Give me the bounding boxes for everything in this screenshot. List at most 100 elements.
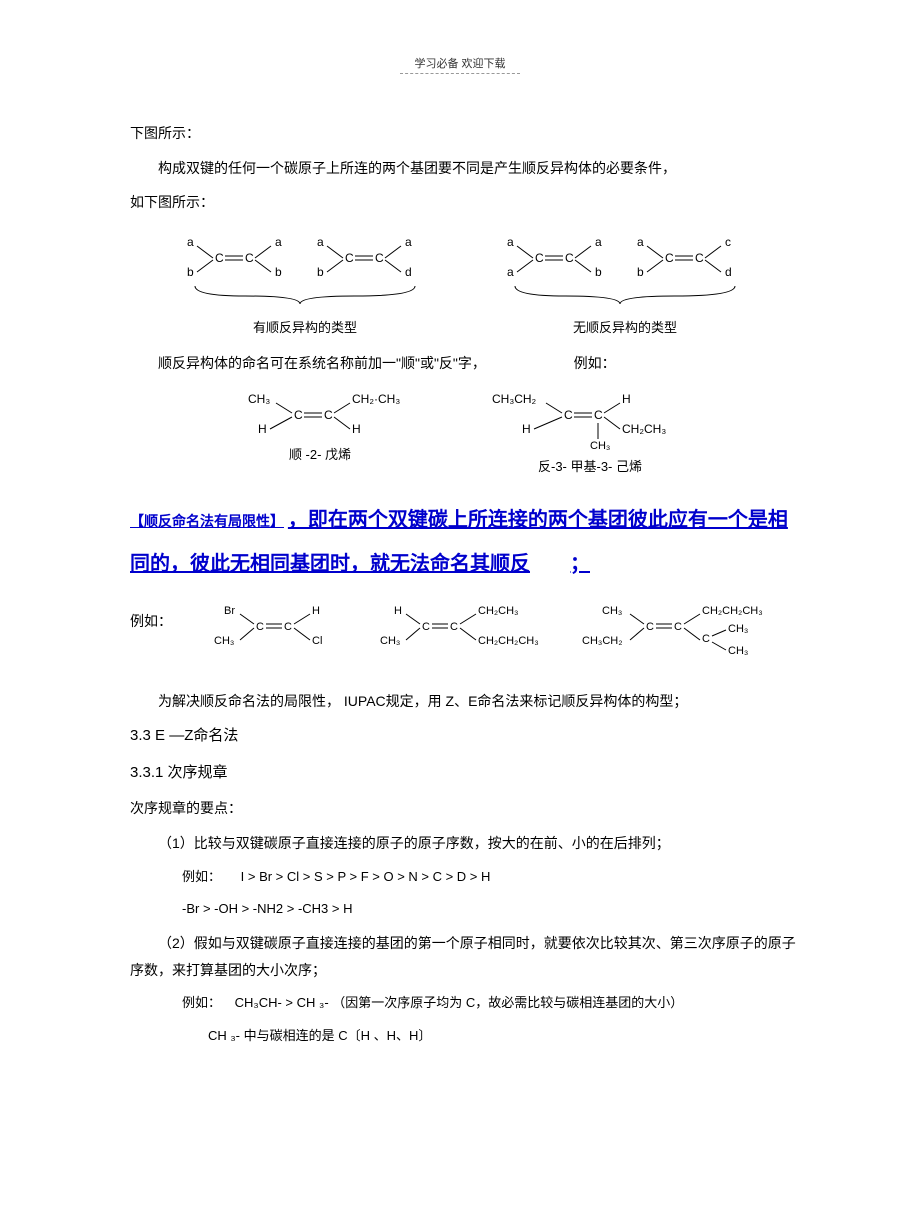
svg-text:b: b xyxy=(595,265,602,279)
intro-line2: 如下图所示： xyxy=(130,189,800,216)
header-dash xyxy=(400,73,520,74)
svg-text:C: C xyxy=(565,251,574,265)
triple-molecules: BrCH₃ C C HCl HCH₃ C C CH₂CH₃CH₂ xyxy=(192,602,800,658)
document-content: 下图所示： 构成双键的任何一个碳原子上所连的两个基团要不同是产生顺反异构体的必要… xyxy=(130,120,800,1056)
no-isomer-pair: a a C C a b a b C C c d xyxy=(495,234,755,341)
limit-mol-3: CH₃ CH₃CH₂ C C CH₂CH₂CH₃ C CH₃ CH₃ xyxy=(582,602,782,658)
rule-1: （1）比较与双键碳原子直接连接的原子的原子序数，按大的在前、小的在后排列； xyxy=(130,830,800,857)
svg-text:a: a xyxy=(637,235,644,249)
limit-mol-2: H CH₃ C C CH₂CH₃ CH₂CH₂CH₃ xyxy=(376,602,546,652)
svg-text:C: C xyxy=(215,251,224,265)
svg-text:CH₂CH₃: CH₂CH₃ xyxy=(622,422,666,436)
svg-text:C: C xyxy=(450,621,458,633)
svg-text:b: b xyxy=(275,265,282,279)
svg-text:b: b xyxy=(317,265,324,279)
svg-text:H: H xyxy=(394,605,402,617)
svg-text:C: C xyxy=(345,251,354,265)
svg-text:b: b xyxy=(637,265,644,279)
cis-trans-examples: CH₃ H C C CH₂·CH₃ H 顺 -2- 戊烯 CH₃CH₂ H C xyxy=(130,389,800,480)
svg-text:H: H xyxy=(258,422,267,436)
cis-pentene-svg: CH₃H C C CH₂·CH₃H xyxy=(240,389,400,439)
limit-examples-label: 例如： xyxy=(130,608,172,635)
rules-intro: 次序规章的要点： xyxy=(130,795,800,822)
svg-text:CH₃CH₂: CH₃CH₂ xyxy=(492,392,537,406)
svg-text:C: C xyxy=(422,621,430,633)
svg-text:H: H xyxy=(352,422,361,436)
has-isomer-pair: a b C C a b a b C C a d xyxy=(175,234,435,341)
svg-text:CH₃: CH₃ xyxy=(590,440,610,451)
svg-text:d: d xyxy=(405,265,412,279)
trans-hexene-svg: CH₃CH₂ H C C H CH₂CH₃ CH₃ xyxy=(490,389,690,451)
limit-mol-1: Br CH₃ C C H Cl xyxy=(210,602,340,652)
svg-text:CH₃: CH₃ xyxy=(214,635,234,647)
svg-text:C: C xyxy=(535,251,544,265)
naming-intro-para: 顺反异构体的命名可在系统名称前加一"顺"或"反"字， 例如： xyxy=(130,350,800,377)
svg-text:CH₃: CH₃ xyxy=(728,623,748,635)
limitation-paragraph: 【顺反命名法有局限性】 ，即在两个双键碳上所连接的两个基团彼此应有一个是相同的，… xyxy=(130,498,800,586)
svg-text:a: a xyxy=(187,235,194,249)
svg-text:c: c xyxy=(725,235,731,249)
svg-text:CH₃: CH₃ xyxy=(380,635,400,647)
svg-text:C: C xyxy=(594,408,603,422)
has-isomer-caption: 有顺反异构的类型 xyxy=(175,316,435,341)
rule1-ex-label: 例如： xyxy=(182,869,221,884)
svg-text:C: C xyxy=(564,408,573,422)
trans-caption: 反-3- 甲基-3- 己烯 xyxy=(490,455,690,480)
svg-text:C: C xyxy=(256,621,264,633)
rule2-ex-label: 例如： xyxy=(182,995,221,1010)
intro-para1: 构成双键的任何一个碳原子上所连的两个基团要不同是产生顺反异构体的必要条件， xyxy=(130,155,800,182)
svg-text:CH₂CH₃: CH₂CH₃ xyxy=(478,605,519,617)
svg-text:a: a xyxy=(275,235,282,249)
svg-text:CH₃: CH₃ xyxy=(728,645,748,657)
rule1-ex: I > Br > Cl > S > P > F > O > N > C > D … xyxy=(241,869,491,884)
svg-text:CH₂·CH₃: CH₂·CH₃ xyxy=(352,392,400,406)
limitation-title: 【顺反命名法有局限性】 xyxy=(130,513,284,529)
svg-text:H: H xyxy=(522,422,531,436)
trans-hexene: CH₃CH₂ H C C H CH₂CH₃ CH₃ 反-3- 甲基-3- 己烯 xyxy=(490,389,690,480)
header-left: 学习必备 xyxy=(414,58,458,70)
svg-text:CH₃CH₂: CH₃CH₂ xyxy=(582,635,623,647)
svg-text:CH₂CH₂CH₃: CH₂CH₂CH₃ xyxy=(702,605,763,617)
naming-example-label: 例如： xyxy=(574,355,616,371)
rule1-ex2: -Br > -OH > -NH2 > -CH3 > H xyxy=(156,897,800,922)
limitation-examples-row: 例如： Br CH₃ C C H Cl H CH₃ C xyxy=(130,594,800,674)
svg-text:Cl: Cl xyxy=(312,635,322,647)
svg-text:Br: Br xyxy=(224,605,235,617)
cis-pentene: CH₃H C C CH₂·CH₃H 顺 -2- 戊烯 xyxy=(240,389,400,480)
svg-text:C: C xyxy=(702,633,710,645)
no-isomer-caption: 无顺反异构的类型 xyxy=(495,316,755,341)
header-right: 欢迎下载 xyxy=(462,58,506,70)
svg-text:H: H xyxy=(622,392,631,406)
page-header: 学习必备 欢迎下载 xyxy=(0,55,920,74)
svg-text:C: C xyxy=(284,621,292,633)
svg-text:CH₂CH₂CH₃: CH₂CH₂CH₃ xyxy=(478,635,539,647)
iupac-note: 为解决顺反命名法的局限性， IUPAC规定，用 Z、E命名法来标记顺反异构体的构… xyxy=(130,688,800,715)
svg-text:H: H xyxy=(312,605,320,617)
svg-text:C: C xyxy=(245,251,254,265)
svg-text:C: C xyxy=(375,251,384,265)
svg-text:C: C xyxy=(674,621,682,633)
has-isomer-svg: a b C C a b a b C C a d xyxy=(175,234,435,312)
section-3-3: 3.3 E —Z命名法 xyxy=(130,722,800,751)
section-3-3-1: 3.3.1 次序规章 xyxy=(130,759,800,788)
svg-text:CH₃: CH₃ xyxy=(248,392,270,406)
svg-text:C: C xyxy=(665,251,674,265)
intro-line1: 下图所示： xyxy=(130,120,800,147)
svg-text:d: d xyxy=(725,265,732,279)
svg-text:b: b xyxy=(187,265,194,279)
svg-text:a: a xyxy=(317,235,324,249)
rule2-ex: CH₃CH- > CH ₃- （因第一次序原子均为 C，故必需比较与碳相连基团的… xyxy=(235,995,684,1010)
svg-text:a: a xyxy=(405,235,412,249)
svg-text:a: a xyxy=(507,265,514,279)
svg-text:a: a xyxy=(507,235,514,249)
svg-text:C: C xyxy=(695,251,704,265)
naming-intro-text: 顺反异构体的命名可在系统名称前加一"顺"或"反"字， xyxy=(158,355,486,371)
svg-text:a: a xyxy=(595,235,602,249)
rule2-ex2: CH ₃- 中与碳相连的是 C〔H 、H、H〕 xyxy=(182,1024,800,1049)
svg-text:C: C xyxy=(646,621,654,633)
svg-text:CH₃: CH₃ xyxy=(602,605,622,617)
svg-text:C: C xyxy=(294,408,303,422)
cis-caption: 顺 -2- 戊烯 xyxy=(240,443,400,468)
isomer-type-diagrams: a b C C a b a b C C a d xyxy=(130,234,800,341)
rule1-example-line: 例如： I > Br > Cl > S > P > F > O > N > C … xyxy=(156,865,800,890)
